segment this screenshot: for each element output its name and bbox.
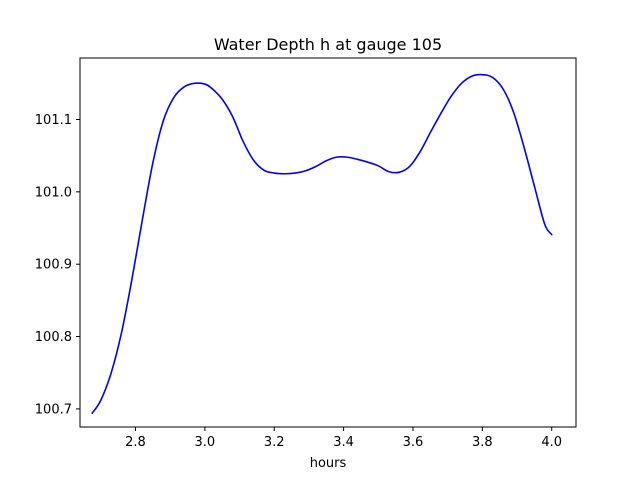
x-tick-label: 3.2 [264,435,285,450]
y-tick-label: 100.9 [35,258,72,273]
x-tick-label: 4.0 [541,435,562,450]
x-tick-label: 3.6 [403,435,424,450]
y-tick-label: 100.8 [35,330,72,345]
x-tick-label: 3.8 [472,435,493,450]
x-axis-label: hours [310,456,347,471]
x-tick-label: 3.4 [333,435,354,450]
x-tick-label: 2.8 [125,435,146,450]
y-tick-label: 100.7 [35,402,72,417]
x-axis: 2.8 3.0 3.2 3.4 3.6 3.8 4.0 [125,427,562,450]
plot-frame [79,57,577,428]
plot-area [80,58,576,427]
y-tick-label: 101.0 [35,185,72,200]
series-layer [91,73,553,415]
series-line [91,73,553,415]
y-axis: 100.7 100.8 100.9 101.0 101.1 [35,113,80,417]
x-tick-label: 3.0 [195,435,216,450]
chart-title: Water Depth h at gauge 105 [214,35,442,54]
y-tick-label: 101.1 [35,113,72,128]
